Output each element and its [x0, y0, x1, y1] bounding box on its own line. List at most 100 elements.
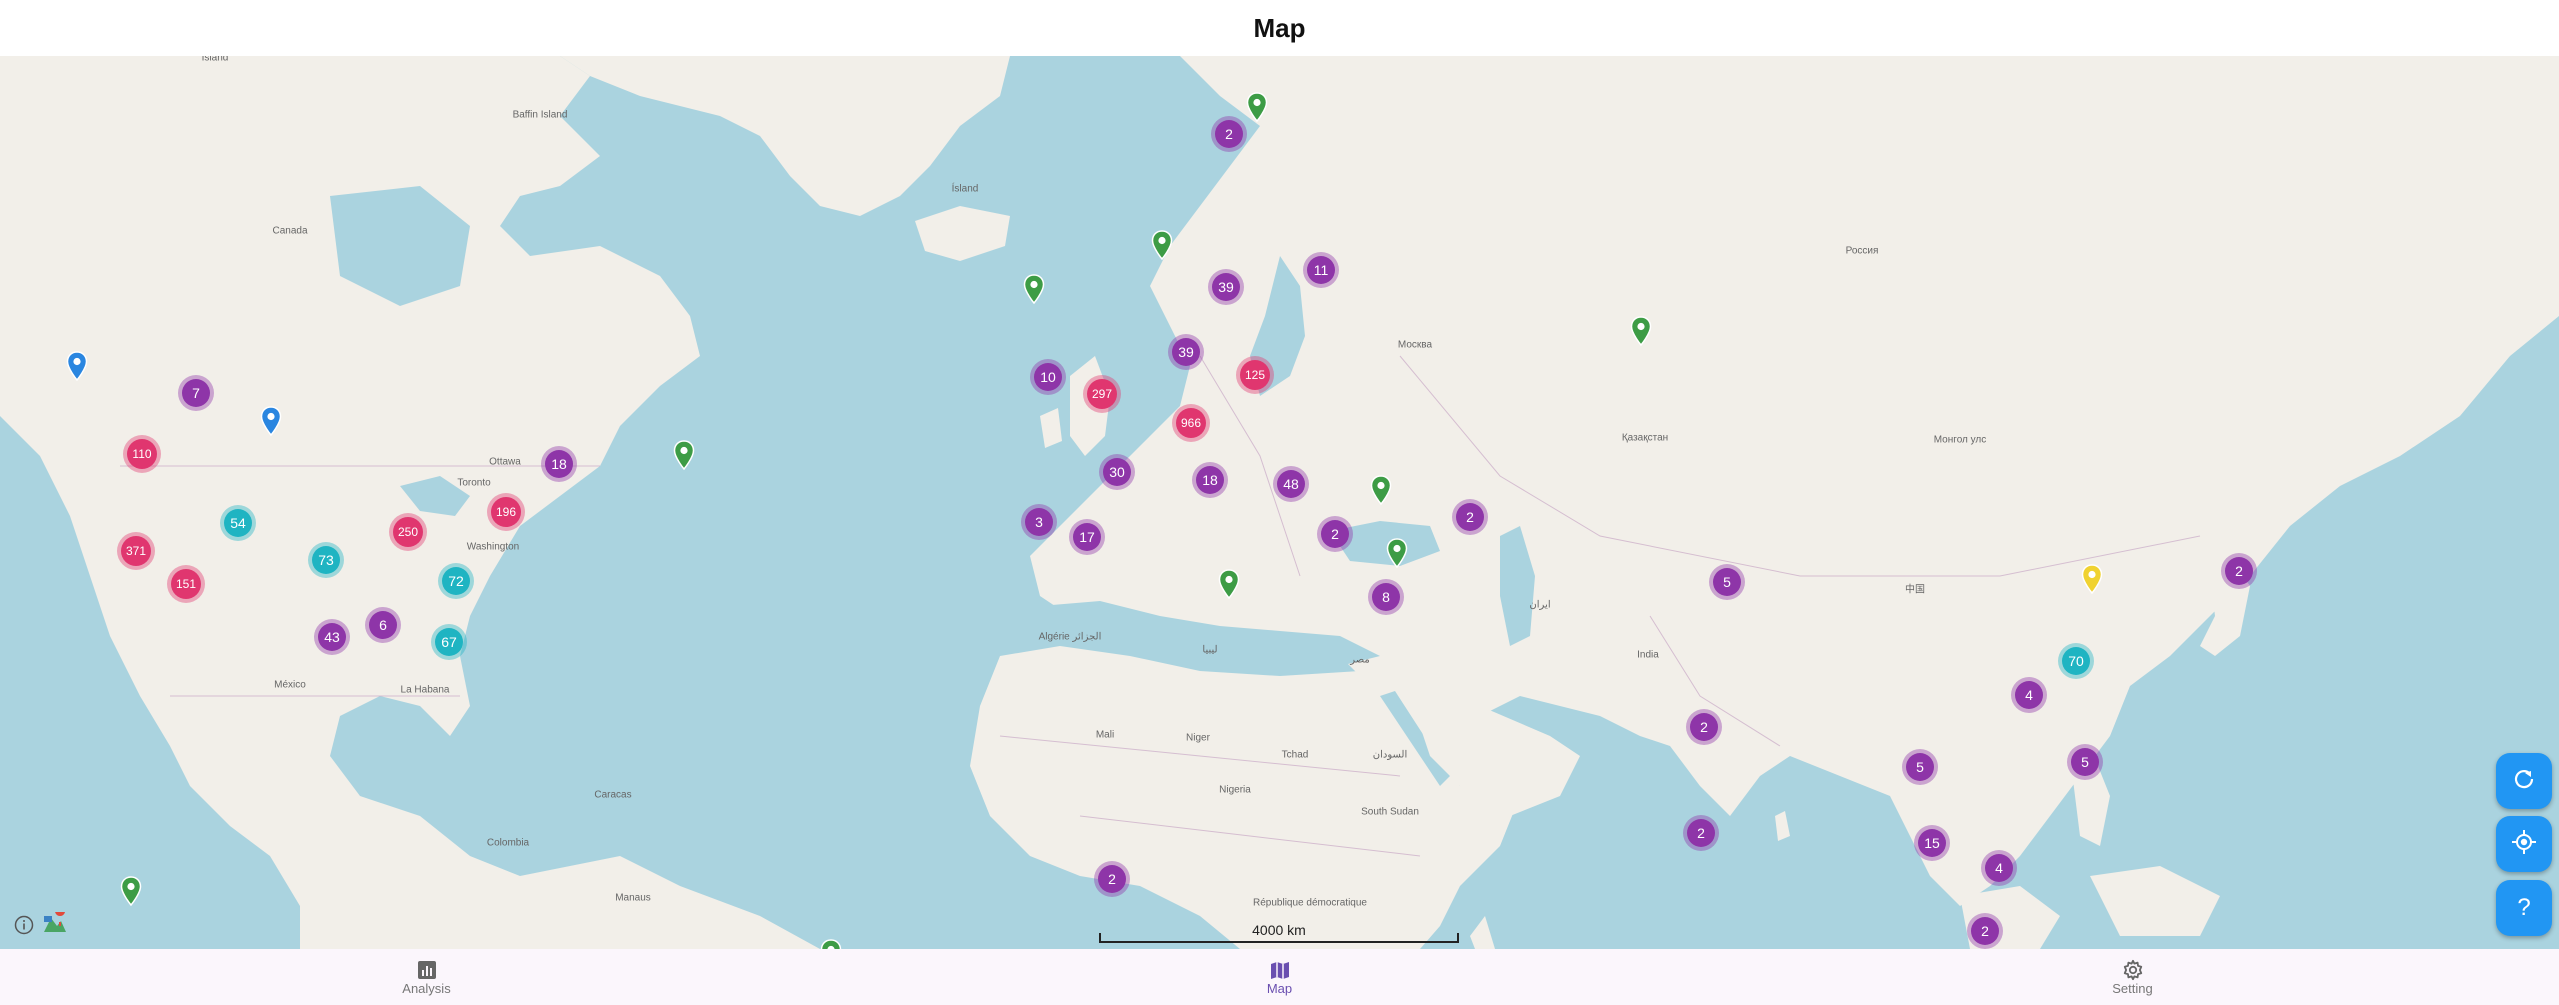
cluster-marker-c-151-la[interactable]: 151 — [171, 569, 201, 599]
location-pin-pin-brazil[interactable] — [820, 939, 842, 949]
cluster-marker-c-5-himalaya[interactable]: 5 — [1713, 568, 1741, 596]
cluster-marker-c-39-denmark[interactable]: 39 — [1172, 338, 1200, 366]
cluster-marker-c-2-java[interactable]: 2 — [1971, 917, 1999, 945]
map-pin-icon — [1023, 274, 1045, 305]
location-pin-pin-norway-west[interactable] — [1151, 230, 1173, 261]
cluster-marker-c-30-france[interactable]: 30 — [1103, 458, 1131, 486]
cluster-marker-c-5-philippines[interactable]: 5 — [2071, 748, 2099, 776]
place-label-south_sudan: South Sudan — [1361, 806, 1419, 818]
cluster-marker-c-125-poland[interactable]: 125 — [1240, 360, 1270, 390]
cluster-marker-c-371-california[interactable]: 371 — [121, 536, 151, 566]
info-icon[interactable] — [14, 915, 34, 940]
place-label-washington: Washington — [466, 541, 520, 553]
place-label-algerie: Algérie الجزائر — [1038, 631, 1102, 643]
nav-setting-label: Setting — [2112, 980, 2153, 996]
location-pin-pin-pacific[interactable] — [120, 876, 142, 907]
location-pin-pin-shanghai[interactable] — [2081, 564, 2103, 595]
scale-bar-line — [1099, 933, 1459, 943]
location-pin-pin-tunisia[interactable] — [1218, 569, 1240, 600]
map-pin-icon — [1370, 475, 1392, 506]
location-pin-pin-newfoundland[interactable] — [673, 440, 695, 471]
cluster-marker-c-17-spain[interactable]: 17 — [1073, 523, 1101, 551]
cluster-marker-c-70-taiwan[interactable]: 70 — [2062, 647, 2090, 675]
cluster-marker-c-3-portugal[interactable]: 3 — [1025, 508, 1053, 536]
cluster-marker-c-15-malaysia[interactable]: 15 — [1918, 829, 1946, 857]
attribution — [14, 906, 68, 943]
cluster-marker-c-196-newyork[interactable]: 196 — [491, 497, 521, 527]
cluster-marker-c-6-gulf[interactable]: 6 — [369, 611, 397, 639]
app-bar: Map — [0, 0, 2559, 56]
place-label-canada: Canada — [272, 225, 308, 237]
cluster-marker-c-2-westafrica[interactable]: 2 — [1098, 865, 1126, 893]
cluster-marker-c-2-norway[interactable]: 2 — [1215, 120, 1243, 148]
cluster-marker-c-11-finland[interactable]: 11 — [1307, 256, 1335, 284]
place-label-china: 中国 — [1905, 584, 1925, 596]
place-label-nigeria: Nigeria — [1219, 784, 1251, 796]
nav-setting[interactable]: Setting — [1706, 949, 2559, 1005]
location-pin-pin-faroe[interactable] — [1023, 274, 1045, 305]
nav-map-label: Map — [1266, 980, 1293, 996]
nav-analysis[interactable]: Analysis — [0, 949, 853, 1005]
cluster-marker-c-2-mumbai[interactable]: 2 — [1690, 713, 1718, 741]
map-provider-icon[interactable] — [42, 906, 68, 943]
map-pin-icon — [260, 406, 282, 437]
cluster-marker-c-18-italy[interactable]: 18 — [1196, 466, 1224, 494]
cluster-marker-c-67-florida[interactable]: 67 — [435, 628, 463, 656]
cluster-marker-c-4-hongkong[interactable]: 4 — [2015, 681, 2043, 709]
nav-map[interactable]: Map — [853, 949, 1706, 1005]
cluster-marker-c-2-greece[interactable]: 2 — [1321, 520, 1349, 548]
cluster-marker-c-73-texas[interactable]: 73 — [312, 546, 340, 574]
cluster-marker-c-2-maldives[interactable]: 2 — [1687, 819, 1715, 847]
cluster-marker-c-2-japan[interactable]: 2 — [2225, 557, 2253, 585]
place-label-niger: Niger — [1186, 732, 1210, 744]
place-label-mali: Mali — [1095, 729, 1115, 741]
map-icon — [1270, 959, 1290, 981]
cluster-marker-c-10-ireland[interactable]: 10 — [1034, 363, 1062, 391]
place-label-sudan: السودان — [1372, 749, 1408, 761]
place-label-rdc: République démocratique — [1253, 897, 1367, 909]
cluster-marker-c-250-midwest[interactable]: 250 — [393, 517, 423, 547]
gear-icon — [2122, 959, 2144, 981]
bar-chart-icon — [417, 959, 437, 981]
refresh-button[interactable] — [2496, 753, 2552, 809]
map-pin-icon — [1151, 230, 1173, 261]
location-pin-pin-blacksea[interactable] — [1370, 475, 1392, 506]
map-pin-icon — [673, 440, 695, 471]
cluster-marker-c-72-carolina[interactable]: 72 — [442, 567, 470, 595]
page-title: Map — [1253, 12, 1306, 43]
place-label-island: Ísland — [201, 56, 229, 64]
map-pin-icon — [120, 876, 142, 907]
place-label-egypt: مصر — [1350, 654, 1370, 666]
cluster-marker-c-43-mexico[interactable]: 43 — [318, 623, 346, 651]
cluster-marker-c-48-balkans[interactable]: 48 — [1277, 470, 1305, 498]
location-pin-pin-norway-north[interactable] — [1246, 92, 1268, 123]
place-label-moskva: Москва — [1397, 339, 1433, 351]
cluster-marker-c-297-uk[interactable]: 297 — [1087, 379, 1117, 409]
cluster-marker-c-4-borneo[interactable]: 4 — [1985, 854, 2013, 882]
cluster-marker-c-8-levant[interactable]: 8 — [1372, 583, 1400, 611]
cluster-marker-c-2-caucasus[interactable]: 2 — [1456, 503, 1484, 531]
cluster-marker-c-966-germany[interactable]: 966 — [1176, 408, 1206, 438]
location-pin-pin-russia[interactable] — [1630, 316, 1652, 347]
place-label-baffin: Baffin Island — [512, 109, 568, 121]
location-pin-pin-vancouver[interactable] — [66, 351, 88, 382]
map-pin-icon — [1246, 92, 1268, 123]
cluster-marker-c-18-quebec[interactable]: 18 — [545, 450, 573, 478]
map-pin-icon — [1630, 316, 1652, 347]
world-map[interactable]: Ísland Ísland Canada Baffin Island Ottawa Tor… — [0, 56, 2559, 949]
location-pin-pin-turkey[interactable] — [1386, 538, 1408, 569]
cluster-marker-c-7-montana[interactable]: 7 — [182, 379, 210, 407]
map-pin-icon — [1386, 538, 1408, 569]
location-pin-pin-dakota[interactable] — [260, 406, 282, 437]
scale-bar: 4000 km — [1099, 922, 1459, 945]
bottom-navigation: Analysis Map Setting — [0, 949, 2559, 1005]
place-label-rossiya: Россия — [1845, 245, 1879, 257]
help-button[interactable]: ? — [2496, 880, 2552, 936]
cluster-marker-c-5-thailand[interactable]: 5 — [1906, 753, 1934, 781]
cluster-marker-c-54-colorado[interactable]: 54 — [224, 509, 252, 537]
cluster-marker-c-39-sweden[interactable]: 39 — [1212, 273, 1240, 301]
cluster-marker-c-110-oregon[interactable]: 110 — [127, 439, 157, 469]
place-label-caracas: Caracas — [594, 789, 632, 801]
my-location-button[interactable] — [2496, 816, 2552, 872]
refresh-icon — [2512, 767, 2536, 796]
